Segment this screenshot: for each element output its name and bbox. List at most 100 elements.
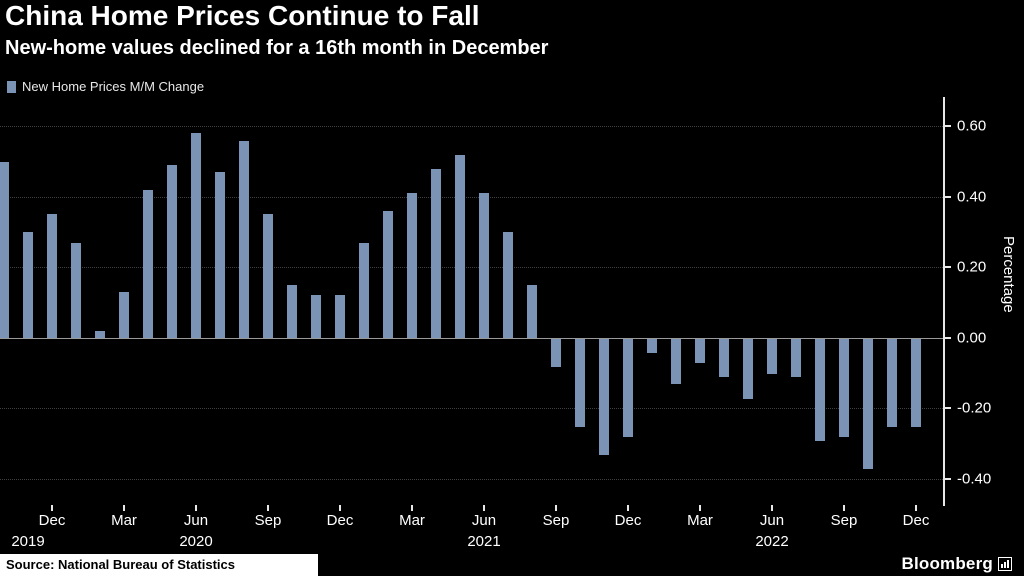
gridline (0, 196, 943, 198)
x-year-label: 2020 (179, 533, 213, 550)
gridline (0, 126, 943, 128)
y-axis-title: Percentage (1000, 236, 1017, 313)
y-tick-label: 0.40 (957, 188, 987, 206)
bar (407, 193, 417, 338)
x-tick-mark (699, 505, 701, 511)
bar (263, 214, 273, 338)
bar (575, 338, 585, 427)
bar (503, 232, 513, 338)
bar (743, 338, 753, 399)
bar (191, 133, 201, 338)
bar (47, 214, 57, 338)
x-tick-label: Mar (399, 512, 425, 529)
bloomberg-logo: Bloomberg (901, 554, 1012, 574)
legend-label: New Home Prices M/M Change (22, 79, 205, 94)
y-axis-line (943, 97, 945, 506)
x-tick-label: Mar (111, 512, 137, 529)
bar (119, 291, 129, 338)
bar (95, 330, 105, 338)
y-tick-mark (945, 125, 951, 128)
x-tick-mark (843, 505, 845, 511)
x-tick-label: Jun (471, 512, 497, 529)
bar (239, 140, 249, 338)
x-tick-mark (411, 505, 413, 511)
x-tick-mark (627, 505, 629, 511)
legend-swatch-icon (7, 80, 16, 93)
y-tick-label: -0.40 (957, 470, 992, 488)
gridline (0, 408, 943, 410)
bar (455, 154, 465, 338)
x-tick-label: Jun (759, 512, 785, 529)
bloomberg-wordmark: Bloomberg (901, 554, 993, 573)
bar (167, 165, 177, 338)
bar (911, 338, 921, 427)
bar (767, 338, 777, 374)
bar (359, 242, 369, 338)
x-tick-mark (267, 505, 269, 511)
bar (815, 338, 825, 441)
x-tick-label: Sep (830, 512, 858, 529)
plot-area (0, 100, 943, 505)
y-tick-label: 0.00 (957, 329, 987, 347)
bar (887, 338, 897, 427)
x-tick-mark (123, 505, 125, 511)
x-tick-mark (555, 505, 557, 511)
bar (527, 284, 537, 338)
bar (215, 172, 225, 338)
x-tick-mark (339, 505, 341, 511)
gridline (0, 267, 943, 269)
bar (791, 338, 801, 378)
x-year-label: 2021 (467, 533, 501, 550)
x-tick-mark (483, 505, 485, 511)
bar (335, 295, 345, 338)
x-tick-label: Dec (326, 512, 354, 529)
x-tick-label: Sep (542, 512, 570, 529)
y-tick-mark (945, 266, 951, 269)
bar (863, 338, 873, 469)
y-tick-mark (945, 195, 951, 198)
zero-gridline (0, 337, 943, 339)
bar (671, 338, 681, 385)
x-year-label: 2022 (755, 533, 789, 550)
y-tick-mark (945, 336, 951, 339)
gridline (0, 478, 943, 480)
x-tick-label: Dec (902, 512, 930, 529)
x-tick-mark (771, 505, 773, 511)
y-tick-mark (945, 407, 951, 410)
bar (839, 338, 849, 438)
bar (0, 161, 9, 338)
x-year-label: 2019 (11, 533, 45, 550)
x-tick-label: Mar (687, 512, 713, 529)
bar (719, 338, 729, 378)
y-tick-mark (945, 477, 951, 480)
bloomberg-terminal-icon (998, 557, 1012, 571)
x-tick-label: Jun (183, 512, 209, 529)
x-tick-mark (195, 505, 197, 511)
chart-title: China Home Prices Continue to Fall (5, 0, 480, 31)
source-note: Source: National Bureau of Statistics (0, 554, 318, 576)
bar (551, 338, 561, 367)
x-tick-mark (51, 505, 53, 511)
bar (479, 193, 489, 338)
bar (431, 168, 441, 338)
x-tick-label: Sep (254, 512, 282, 529)
bar (623, 338, 633, 438)
bar (695, 338, 705, 364)
bar (647, 338, 657, 353)
x-tick-mark (915, 505, 917, 511)
bar (383, 210, 393, 338)
x-tick-label: Dec (614, 512, 642, 529)
bar (23, 232, 33, 338)
y-tick-label: -0.20 (957, 399, 992, 417)
x-tick-label: Dec (38, 512, 66, 529)
y-tick-label: 0.60 (957, 117, 987, 135)
chart-subtitle: New-home values declined for a 16th mont… (5, 37, 549, 59)
bar (311, 295, 321, 338)
bar (287, 284, 297, 338)
bar (599, 338, 609, 455)
legend: New Home Prices M/M Change (7, 79, 204, 94)
bar (71, 242, 81, 338)
bar (143, 189, 153, 338)
y-tick-label: 0.20 (957, 258, 987, 276)
